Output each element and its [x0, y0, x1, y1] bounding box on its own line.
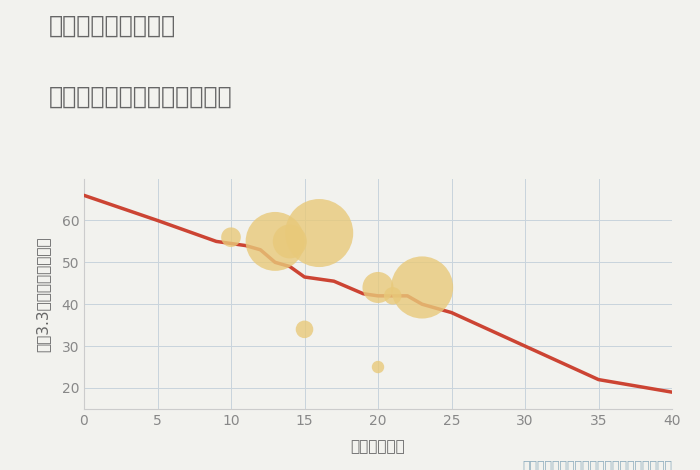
Text: 兵庫県姫路市飯田の: 兵庫県姫路市飯田の	[49, 14, 176, 38]
X-axis label: 築年数（年）: 築年数（年）	[351, 439, 405, 454]
Point	[314, 229, 325, 237]
Point	[270, 238, 281, 245]
Point	[416, 284, 428, 291]
Point	[284, 238, 295, 245]
Point	[387, 292, 398, 299]
Text: 築年数別中古マンション価格: 築年数別中古マンション価格	[49, 85, 232, 109]
Point	[299, 326, 310, 333]
Text: 円の大きさは、取引のあった物件面積を示す: 円の大きさは、取引のあった物件面積を示す	[522, 461, 672, 470]
Point	[372, 363, 384, 371]
Y-axis label: 坪（3.3㎡）単価（万円）: 坪（3.3㎡）単価（万円）	[36, 236, 50, 352]
Point	[372, 284, 384, 291]
Point	[225, 234, 237, 241]
